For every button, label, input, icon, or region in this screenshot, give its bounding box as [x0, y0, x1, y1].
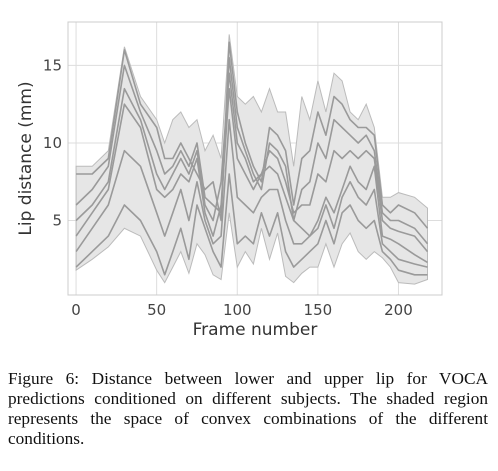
tick-labels: 0 50 100 150 200 5 10 15	[43, 56, 413, 319]
plot-frame	[67, 21, 443, 296]
x-axis-label: Frame number	[193, 320, 318, 340]
x-tick-label: 200	[384, 301, 413, 319]
figure-caption: Figure 6: Distance between lower and upp…	[8, 369, 488, 448]
y-axis-label: Lip distance (mm)	[16, 81, 36, 235]
series-line-4	[75, 56, 429, 245]
series-lines	[75, 41, 429, 276]
series-line-6	[75, 72, 429, 253]
series-line-3	[75, 173, 428, 276]
x-tick-label: 100	[223, 301, 252, 319]
x-tick-label: 50	[147, 301, 166, 319]
x-tick-label: 150	[304, 301, 333, 319]
lip-distance-chart: 0 50 100 150 200 5 10 15 Frame number Lip dista…	[16, 21, 443, 340]
series-line-5	[75, 118, 428, 268]
x-tick-label: 0	[71, 301, 81, 319]
series-line-2	[76, 41, 429, 229]
y-tick-label: 10	[43, 134, 62, 152]
y-tick-label: 5	[52, 212, 62, 230]
y-tick-label: 15	[43, 56, 62, 74]
